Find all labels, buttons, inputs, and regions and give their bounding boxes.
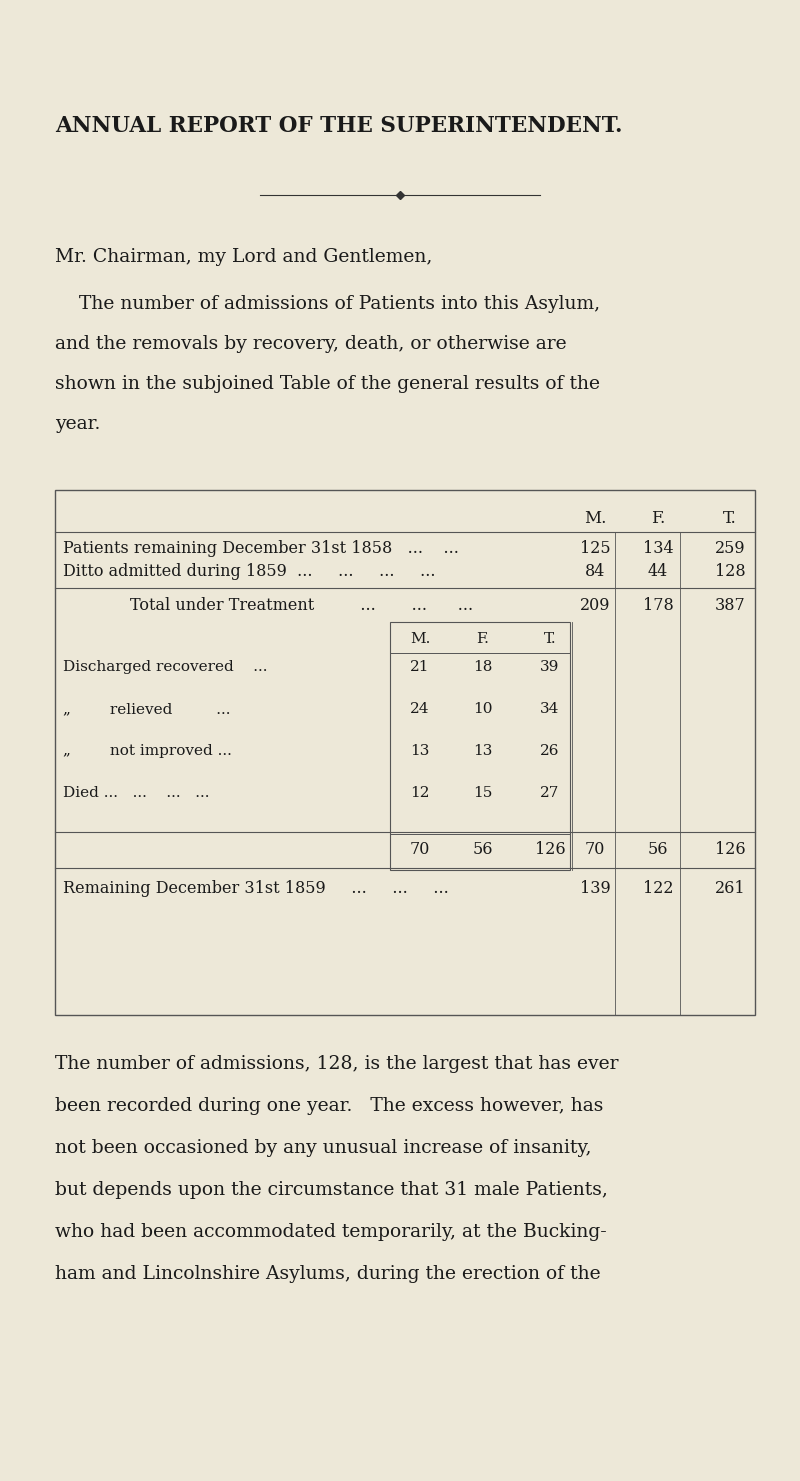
Text: but depends upon the circumstance that 31 male Patients,: but depends upon the circumstance that 3… xyxy=(55,1180,608,1200)
Text: The number of admissions, 128, is the largest that has ever: The number of admissions, 128, is the la… xyxy=(55,1054,618,1074)
Text: shown in the subjoined Table of the general results of the: shown in the subjoined Table of the gene… xyxy=(55,375,600,392)
Text: M.: M. xyxy=(584,509,606,527)
Text: Discharged recovered    ...: Discharged recovered ... xyxy=(63,661,267,674)
Text: Patients remaining December 31st 1858   ...    ...: Patients remaining December 31st 1858 ..… xyxy=(63,541,459,557)
Text: 56: 56 xyxy=(473,841,494,857)
Text: been recorded during one year.   The excess however, has: been recorded during one year. The exces… xyxy=(55,1097,603,1115)
Text: 128: 128 xyxy=(714,563,746,581)
Text: F.: F. xyxy=(477,632,490,646)
Text: ham and Lincolnshire Asylums, during the erection of the: ham and Lincolnshire Asylums, during the… xyxy=(55,1265,601,1283)
Text: and the removals by recovery, death, or otherwise are: and the removals by recovery, death, or … xyxy=(55,335,566,352)
Text: 259: 259 xyxy=(714,541,746,557)
Text: 126: 126 xyxy=(714,841,746,857)
Text: 13: 13 xyxy=(474,743,493,758)
Text: 27: 27 xyxy=(540,786,560,800)
Text: 84: 84 xyxy=(585,563,605,581)
Text: 44: 44 xyxy=(648,563,668,581)
Bar xyxy=(55,490,755,1014)
Text: 21: 21 xyxy=(410,661,430,674)
Text: Died ...   ...    ...   ...: Died ... ... ... ... xyxy=(63,786,210,800)
Text: 139: 139 xyxy=(580,880,610,897)
Text: 70: 70 xyxy=(585,841,605,857)
Text: 18: 18 xyxy=(474,661,493,674)
Text: 12: 12 xyxy=(410,786,430,800)
Text: 178: 178 xyxy=(642,597,674,615)
Text: „        relieved         ...: „ relieved ... xyxy=(63,702,230,715)
Text: 209: 209 xyxy=(580,597,610,615)
Text: Ditto admitted during 1859  ...     ...     ...     ...: Ditto admitted during 1859 ... ... ... .… xyxy=(63,563,435,581)
Text: not been occasioned by any unusual increase of insanity,: not been occasioned by any unusual incre… xyxy=(55,1139,591,1157)
Text: 26: 26 xyxy=(540,743,560,758)
Text: 15: 15 xyxy=(474,786,493,800)
Text: 134: 134 xyxy=(642,541,674,557)
Text: who had been accommodated temporarily, at the Bucking-: who had been accommodated temporarily, a… xyxy=(55,1223,606,1241)
Text: T.: T. xyxy=(723,509,737,527)
Text: 126: 126 xyxy=(534,841,566,857)
Text: M.: M. xyxy=(410,632,430,646)
Text: Mr. Chairman, my Lord and Gentlemen,: Mr. Chairman, my Lord and Gentlemen, xyxy=(55,247,432,267)
Text: 387: 387 xyxy=(714,597,746,615)
Text: The number of admissions of Patients into this Asylum,: The number of admissions of Patients int… xyxy=(55,295,600,312)
Text: 122: 122 xyxy=(642,880,674,897)
Text: ANNUAL REPORT OF THE SUPERINTENDENT.: ANNUAL REPORT OF THE SUPERINTENDENT. xyxy=(55,116,622,138)
Text: Total under Treatment         ...       ...      ...: Total under Treatment ... ... ... xyxy=(130,597,473,615)
Text: Remaining December 31st 1859     ...     ...     ...: Remaining December 31st 1859 ... ... ... xyxy=(63,880,449,897)
Text: 13: 13 xyxy=(410,743,430,758)
Text: T.: T. xyxy=(544,632,556,646)
Text: F.: F. xyxy=(651,509,665,527)
Text: year.: year. xyxy=(55,415,100,432)
Text: 10: 10 xyxy=(474,702,493,715)
Text: 34: 34 xyxy=(540,702,560,715)
Text: 125: 125 xyxy=(580,541,610,557)
Text: 261: 261 xyxy=(714,880,746,897)
Text: 24: 24 xyxy=(410,702,430,715)
Bar xyxy=(390,622,570,869)
Text: „        not improved ...: „ not improved ... xyxy=(63,743,232,758)
Text: 39: 39 xyxy=(540,661,560,674)
Text: 56: 56 xyxy=(648,841,668,857)
Text: 70: 70 xyxy=(410,841,430,857)
